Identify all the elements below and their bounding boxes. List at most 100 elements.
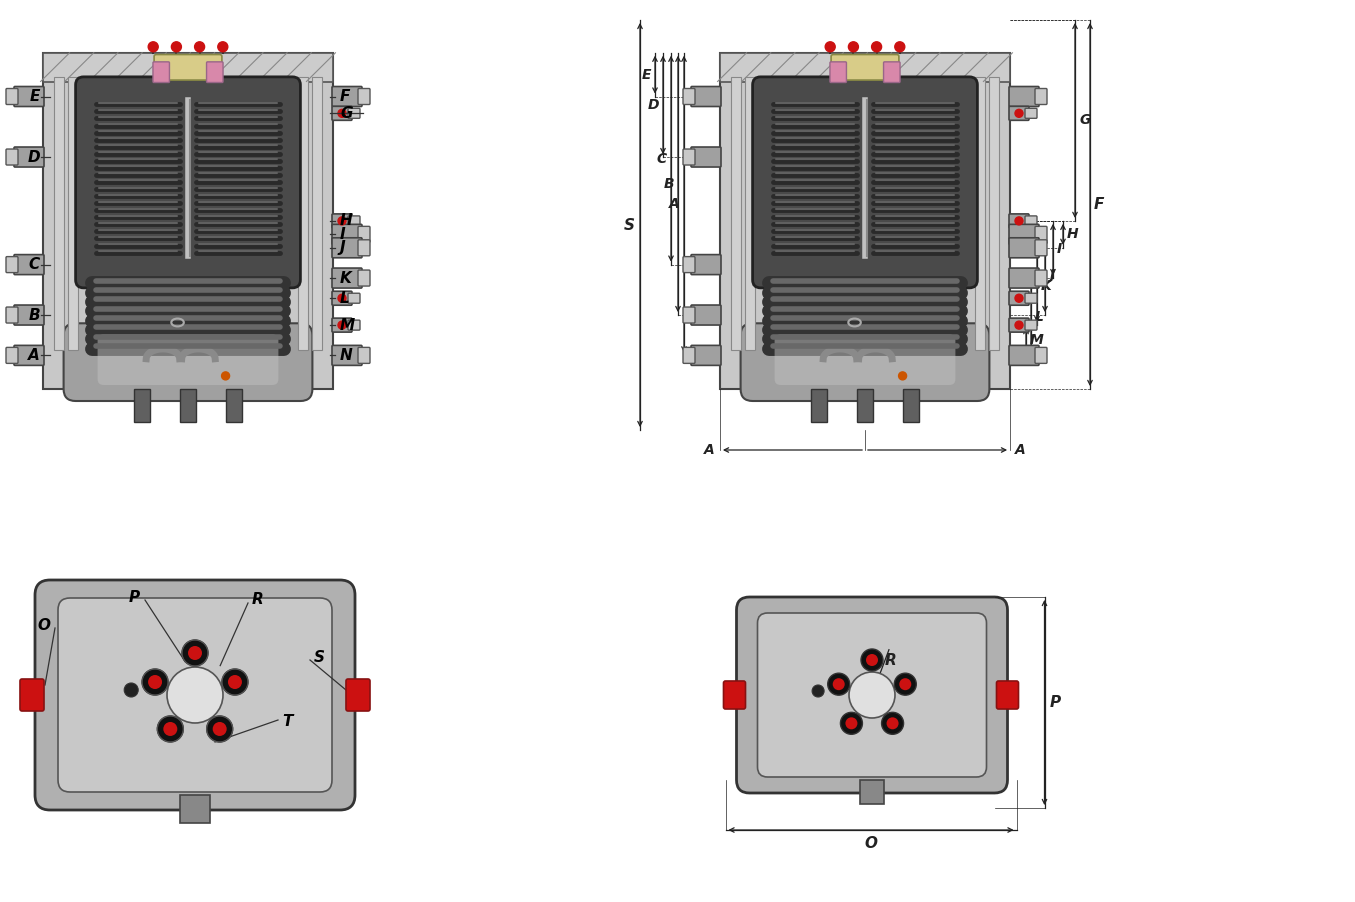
Text: P: P	[129, 591, 140, 605]
FancyBboxPatch shape	[1009, 318, 1028, 332]
Circle shape	[164, 722, 178, 736]
Bar	[54, 77, 64, 350]
Circle shape	[886, 717, 898, 730]
Text: J: J	[340, 240, 346, 255]
FancyBboxPatch shape	[831, 54, 898, 80]
Circle shape	[222, 669, 248, 695]
Text: J: J	[1049, 268, 1054, 281]
FancyBboxPatch shape	[1009, 268, 1039, 288]
Circle shape	[1015, 321, 1023, 329]
Circle shape	[337, 216, 346, 225]
FancyBboxPatch shape	[14, 87, 43, 106]
FancyBboxPatch shape	[757, 613, 986, 777]
Circle shape	[207, 716, 233, 742]
Bar	[226, 389, 243, 422]
Circle shape	[846, 717, 858, 730]
Bar	[720, 53, 1009, 81]
Bar	[134, 389, 150, 422]
FancyBboxPatch shape	[332, 238, 362, 258]
Text: K: K	[340, 271, 352, 286]
FancyBboxPatch shape	[1024, 216, 1037, 226]
Circle shape	[894, 41, 905, 51]
Text: I: I	[1057, 243, 1062, 256]
Bar	[856, 389, 873, 422]
FancyBboxPatch shape	[752, 77, 977, 288]
FancyBboxPatch shape	[348, 216, 360, 226]
FancyBboxPatch shape	[720, 53, 1009, 389]
Circle shape	[871, 41, 882, 51]
Text: T: T	[282, 714, 293, 730]
FancyBboxPatch shape	[683, 149, 695, 165]
FancyBboxPatch shape	[14, 345, 43, 365]
FancyBboxPatch shape	[5, 88, 18, 105]
Text: L: L	[340, 290, 350, 306]
FancyBboxPatch shape	[154, 54, 222, 80]
Circle shape	[182, 640, 209, 666]
FancyBboxPatch shape	[1024, 108, 1037, 118]
Bar	[974, 77, 985, 350]
FancyBboxPatch shape	[1009, 106, 1028, 120]
Circle shape	[337, 321, 346, 329]
FancyBboxPatch shape	[737, 597, 1008, 793]
FancyBboxPatch shape	[348, 320, 360, 330]
Text: A: A	[1015, 443, 1026, 457]
Circle shape	[157, 716, 183, 742]
Text: F: F	[340, 89, 351, 104]
FancyBboxPatch shape	[1024, 293, 1037, 303]
Text: A: A	[705, 443, 715, 457]
Bar	[43, 53, 333, 81]
Circle shape	[840, 713, 862, 734]
FancyBboxPatch shape	[1035, 270, 1047, 286]
Circle shape	[167, 667, 224, 723]
Circle shape	[148, 675, 163, 689]
FancyBboxPatch shape	[1009, 214, 1028, 228]
FancyBboxPatch shape	[691, 254, 721, 274]
Text: C: C	[657, 152, 667, 166]
Circle shape	[860, 649, 883, 671]
Circle shape	[222, 372, 229, 380]
FancyBboxPatch shape	[5, 307, 18, 323]
FancyBboxPatch shape	[346, 679, 370, 711]
Bar	[312, 77, 322, 350]
FancyBboxPatch shape	[76, 77, 301, 288]
Circle shape	[195, 41, 205, 51]
FancyBboxPatch shape	[1009, 225, 1039, 244]
FancyBboxPatch shape	[775, 335, 955, 385]
Text: C: C	[28, 257, 41, 272]
Circle shape	[900, 678, 912, 690]
Circle shape	[142, 669, 168, 695]
Circle shape	[171, 41, 182, 51]
FancyBboxPatch shape	[1009, 345, 1039, 365]
Circle shape	[848, 41, 859, 51]
FancyBboxPatch shape	[358, 347, 370, 364]
FancyBboxPatch shape	[5, 347, 18, 364]
Circle shape	[833, 678, 844, 690]
Text: E: E	[30, 89, 41, 104]
FancyBboxPatch shape	[1035, 88, 1047, 105]
Bar	[69, 77, 79, 350]
Bar	[180, 795, 210, 823]
Text: N: N	[340, 348, 352, 363]
Circle shape	[866, 654, 878, 666]
Text: A: A	[28, 348, 41, 363]
Text: L: L	[1035, 309, 1043, 324]
Circle shape	[125, 683, 138, 697]
Text: R: R	[252, 593, 264, 608]
Circle shape	[828, 673, 850, 695]
Text: D: D	[648, 98, 659, 112]
FancyBboxPatch shape	[883, 62, 900, 82]
FancyBboxPatch shape	[332, 318, 352, 332]
FancyBboxPatch shape	[332, 268, 362, 288]
FancyBboxPatch shape	[1024, 320, 1037, 330]
FancyBboxPatch shape	[206, 62, 224, 82]
FancyBboxPatch shape	[1009, 87, 1039, 106]
Circle shape	[148, 41, 159, 51]
FancyBboxPatch shape	[5, 149, 18, 165]
FancyBboxPatch shape	[683, 307, 695, 323]
FancyBboxPatch shape	[14, 305, 43, 325]
FancyBboxPatch shape	[58, 598, 332, 792]
Text: D: D	[27, 150, 41, 164]
FancyBboxPatch shape	[348, 293, 360, 303]
FancyBboxPatch shape	[14, 147, 43, 167]
Text: B: B	[28, 308, 41, 323]
